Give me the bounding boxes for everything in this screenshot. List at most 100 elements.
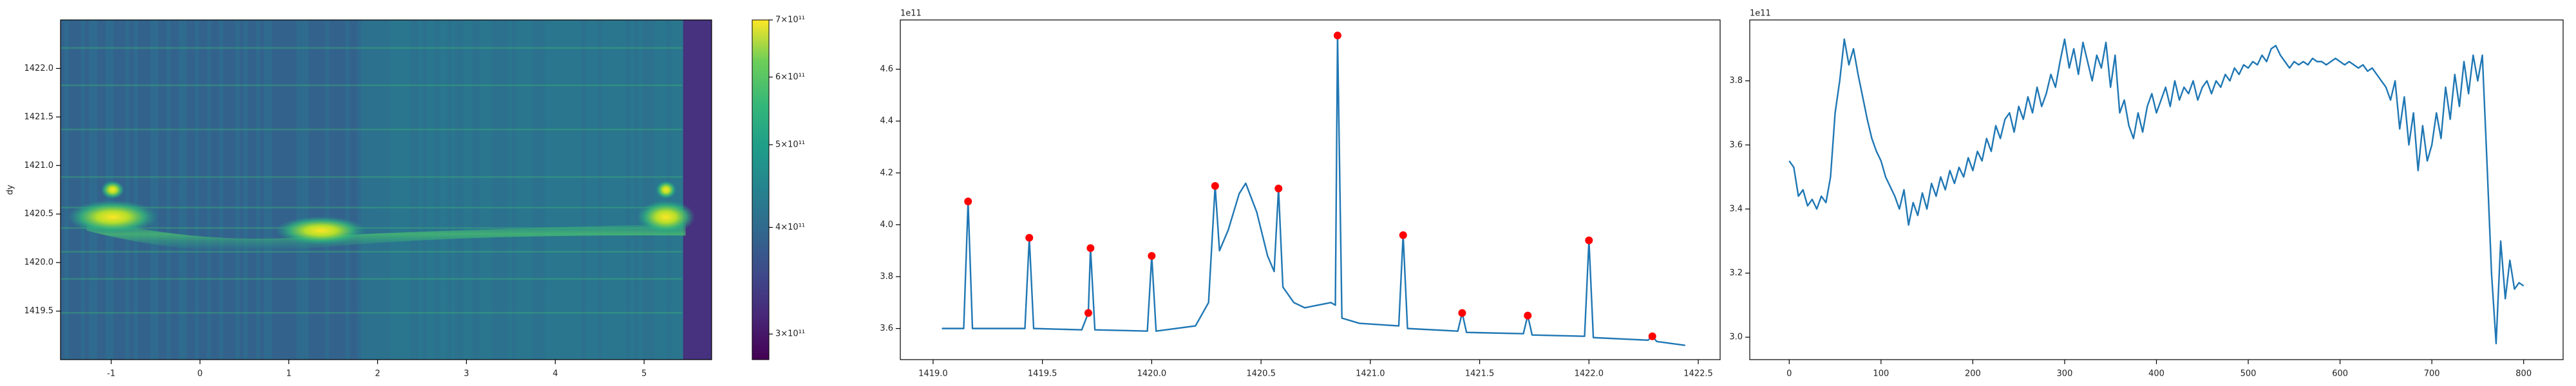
heatmap-texture (61, 176, 683, 178)
heatmap-texture (414, 20, 419, 360)
heatmap-texture (68, 20, 73, 360)
heatmap-texture (158, 20, 163, 360)
heatmap-texture (154, 20, 159, 360)
axes-frame (60, 19, 712, 360)
y-tick-label: 3.8 (1729, 76, 1743, 86)
heatmap-texture (243, 20, 249, 360)
heatmap-texture (442, 20, 448, 360)
peak-marker (1148, 252, 1156, 260)
colorbar-tick-label: 6×10¹¹ (775, 72, 805, 82)
colorbar-tick-label: 7×10¹¹ (775, 15, 805, 25)
heatmap-texture (703, 20, 708, 360)
heatmap-image (61, 20, 712, 360)
heatmap-texture (512, 20, 517, 360)
heatmap-texture (386, 20, 391, 360)
heatmap-texture (361, 20, 366, 360)
heatmap-texture (614, 20, 619, 360)
heatmap-texture (67, 200, 158, 234)
heatmap-texture (484, 20, 489, 360)
heatmap-texture (610, 20, 614, 360)
heatmap-texture (593, 20, 598, 360)
heatmap-texture (618, 20, 623, 360)
heatmap-texture (84, 20, 90, 360)
heatmap-texture (536, 20, 542, 360)
heatmap-texture (97, 20, 102, 360)
heatmap-texture (549, 20, 554, 360)
heatmap-texture (308, 20, 314, 360)
heatmap-texture (296, 20, 301, 360)
heatmap-texture (61, 47, 683, 49)
peak-marker (1025, 234, 1034, 242)
heatmap-texture (178, 20, 184, 360)
x-tick-label: 1422.0 (1575, 369, 1604, 379)
x-tick-label: 0 (197, 369, 202, 379)
heatmap-texture (581, 20, 586, 360)
heatmap-texture (337, 20, 342, 360)
peak-marker (1399, 231, 1407, 239)
x-tick-label: 1421.0 (1356, 369, 1385, 379)
x-tick-label: 0 (1786, 369, 1792, 379)
heatmap-texture (260, 20, 265, 360)
x-tick-label: 100 (1873, 369, 1889, 379)
x-tick-label: 1419.0 (918, 369, 948, 379)
heatmap-texture (365, 20, 370, 360)
heatmap-texture (61, 207, 683, 208)
heatmap-texture (459, 20, 464, 360)
x-tick-label: 300 (2057, 369, 2073, 379)
heatmap-texture (439, 20, 444, 360)
heatmap-texture (435, 20, 440, 360)
y-tick-label: 4.2 (880, 168, 893, 178)
peak-marker (1084, 309, 1092, 317)
heatmap-texture (544, 20, 549, 360)
heatmap-texture (573, 20, 578, 360)
peak-marker (1274, 184, 1283, 192)
heatmap-texture (174, 20, 179, 360)
x-tick-label: 700 (2424, 369, 2440, 379)
peak-marker (1086, 244, 1095, 252)
heatmap-texture (268, 20, 273, 360)
heatmap-texture (556, 20, 562, 360)
heatmap-texture (126, 20, 131, 360)
heatmap-texture (317, 20, 321, 360)
y-tick-label: 3.2 (1729, 268, 1743, 278)
heatmap-texture (394, 20, 399, 360)
y-tick-label: 3.6 (1729, 140, 1743, 150)
x-tick-label: 1421.5 (1465, 369, 1495, 379)
heatmap-texture (532, 20, 537, 360)
heatmap-texture (61, 251, 683, 253)
heatmap-texture (100, 181, 124, 199)
heatmap-texture (691, 20, 696, 360)
heatmap-texture (638, 20, 643, 360)
heatmap-texture (64, 20, 70, 360)
heatmap-texture (650, 20, 656, 360)
heatmap-texture (431, 20, 435, 360)
x-tick-label: 1422.5 (1683, 369, 1713, 379)
heatmap-texture (683, 20, 688, 360)
heatmap-texture (406, 20, 412, 360)
heatmap-texture (61, 227, 683, 229)
x-tick-label: 1420.0 (1137, 369, 1167, 379)
x-tick-label: 1419.5 (1028, 369, 1057, 379)
peak-marker (1585, 236, 1593, 244)
heatmap-texture (598, 20, 602, 360)
heatmap-texture (215, 20, 220, 360)
heatmap-texture (419, 20, 423, 360)
offset-label: 1e11 (900, 9, 922, 19)
peak-marker (1333, 32, 1341, 40)
heatmap-texture (707, 20, 712, 360)
heatmap-texture (447, 20, 452, 360)
heatmap-texture (398, 20, 403, 360)
heatmap-texture (182, 20, 187, 360)
colorbar-tick-label: 4×10¹¹ (775, 223, 805, 232)
heatmap-texture (426, 20, 431, 360)
peak-marker (1648, 332, 1656, 340)
heatmap-texture (166, 20, 171, 360)
heatmap-texture (247, 20, 252, 360)
heatmap-texture (133, 20, 138, 360)
heatmap-texture (471, 20, 477, 360)
heatmap-texture (211, 20, 216, 360)
heatmap-texture (455, 20, 460, 360)
heatmap-texture (508, 20, 513, 360)
heatmap-texture (235, 20, 240, 360)
y-tick-label: 1421.0 (24, 161, 54, 170)
